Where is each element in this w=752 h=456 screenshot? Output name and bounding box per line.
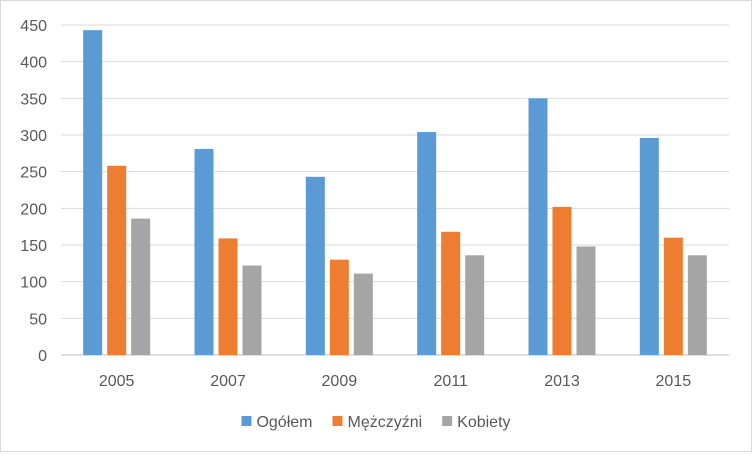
bar	[242, 265, 262, 355]
bar	[329, 259, 349, 355]
x-tick-label: 2007	[210, 373, 246, 390]
bar	[417, 132, 437, 355]
y-tick-label: 150	[20, 238, 47, 255]
y-tick-label: 0	[38, 348, 47, 365]
bar	[663, 237, 683, 355]
legend-label: Ogółem	[256, 414, 312, 431]
bar	[552, 206, 572, 355]
gridlines	[61, 24, 729, 356]
y-axis-ticks: 0 50 100 150 200 250 300 350 400 450	[20, 18, 47, 365]
bar	[353, 273, 373, 355]
legend-label: Kobiety	[457, 414, 510, 431]
x-axis-ticks: 2005 2007 2009 2011 2013 2015	[99, 373, 691, 390]
y-tick-label: 100	[20, 275, 47, 292]
y-tick-label: 450	[20, 18, 47, 35]
legend-swatch	[442, 416, 453, 426]
legend-label: Mężczyźni	[347, 414, 422, 431]
bar	[131, 218, 151, 355]
x-tick-label: 2011	[433, 373, 468, 390]
bar	[465, 255, 485, 355]
bar	[305, 176, 325, 355]
bar	[576, 246, 596, 355]
bar	[528, 98, 548, 355]
y-tick-label: 250	[20, 165, 47, 182]
y-tick-label: 200	[20, 201, 47, 218]
legend-swatch	[241, 416, 252, 426]
y-tick-label: 350	[20, 91, 47, 108]
bars	[83, 30, 707, 356]
legend-swatch	[332, 416, 343, 426]
x-tick-label: 2009	[322, 373, 358, 390]
bar	[107, 165, 127, 355]
bar	[687, 255, 707, 355]
y-tick-label: 400	[20, 55, 47, 72]
y-tick-label: 50	[29, 311, 47, 328]
legend: Ogółem Mężczyźni Kobiety	[241, 414, 511, 431]
x-tick-label: 2013	[544, 373, 580, 390]
bar	[441, 231, 461, 355]
bar	[83, 30, 103, 356]
y-tick-label: 300	[20, 128, 47, 145]
bar	[639, 137, 659, 355]
bar	[194, 148, 214, 355]
x-tick-label: 2005	[99, 373, 135, 390]
x-tick-label: 2015	[656, 373, 692, 390]
bar	[218, 238, 238, 355]
